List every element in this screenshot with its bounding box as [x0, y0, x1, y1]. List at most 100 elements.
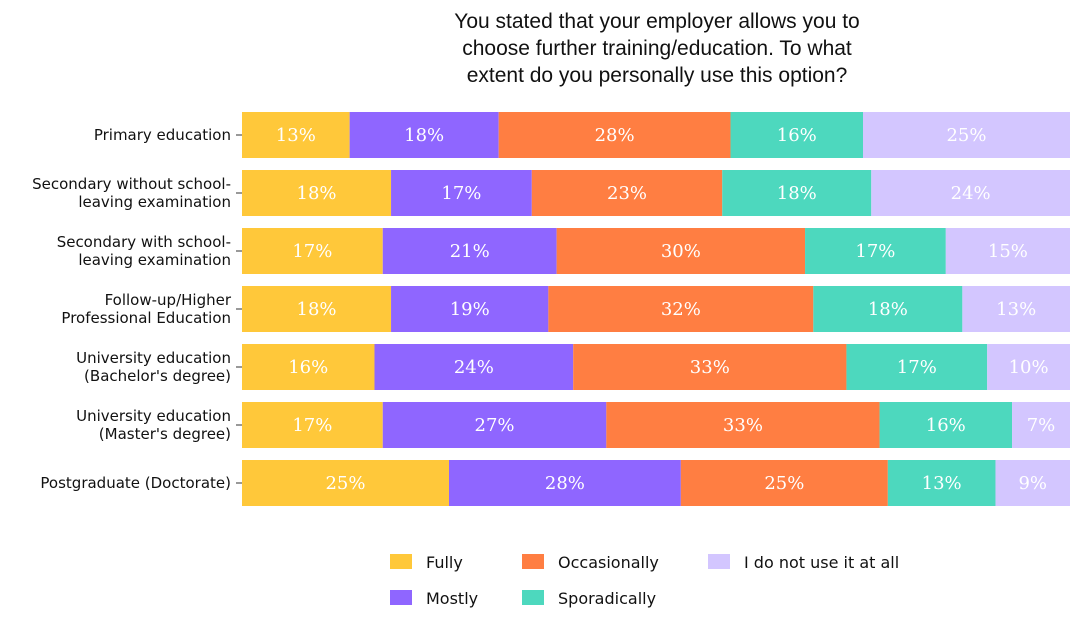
data-label: 28% [595, 125, 635, 146]
bar-segment [863, 112, 1070, 158]
bar-segment [805, 228, 946, 274]
bar-segment [391, 286, 549, 332]
data-label: 18% [777, 183, 817, 204]
chart-title-line: choose further training/education. To wh… [462, 37, 852, 60]
bar-segment [242, 112, 350, 158]
legend-swatch [390, 554, 412, 569]
data-label: 25% [764, 473, 804, 494]
category-label: Primary education [94, 126, 231, 144]
data-label: 9% [1018, 473, 1047, 494]
bar-segment [606, 402, 880, 448]
data-label: 25% [325, 473, 365, 494]
legend-swatch [522, 554, 544, 569]
data-label: 25% [946, 125, 986, 146]
legend-label: I do not use it at all [744, 553, 899, 572]
data-label: 24% [951, 183, 991, 204]
legend-label: Mostly [426, 589, 478, 608]
data-label: 16% [288, 357, 328, 378]
category-label: Secondary with school- [57, 233, 231, 251]
data-label: 30% [661, 241, 701, 262]
bar-segment [846, 344, 988, 390]
bar-segment [242, 170, 392, 216]
category-label: Follow-up/Higher [105, 291, 232, 309]
data-label: 10% [1009, 357, 1049, 378]
legend-label: Occasionally [558, 553, 659, 572]
data-label: 17% [292, 415, 332, 436]
data-label: 28% [545, 473, 585, 494]
data-label: 17% [292, 241, 332, 262]
bar-segment [374, 344, 574, 390]
data-label: 17% [855, 241, 895, 262]
bar-segment [995, 460, 1070, 506]
bar-segment [887, 460, 996, 506]
category-label: Secondary without school- [32, 175, 231, 193]
data-label: 23% [607, 183, 647, 204]
data-label: 16% [777, 125, 817, 146]
legend-swatch [522, 590, 544, 605]
legend-swatch [390, 590, 412, 605]
bar-segment [391, 170, 532, 216]
bar-segment [962, 286, 1070, 332]
bar-segment [349, 112, 499, 158]
bar-segment [242, 402, 383, 448]
category-label: Professional Education [61, 309, 231, 327]
data-label: 24% [454, 357, 494, 378]
data-label: 16% [926, 415, 966, 436]
bar-segment [242, 228, 383, 274]
bar-segment [382, 402, 607, 448]
data-label: 27% [475, 415, 515, 436]
data-label: 7% [1027, 415, 1056, 436]
bar-segment [730, 112, 863, 158]
bar-segment [1012, 402, 1070, 448]
category-label: (Master's degree) [99, 425, 231, 443]
bar-segment [531, 170, 723, 216]
category-label: leaving examination [78, 251, 231, 269]
data-label: 18% [297, 183, 337, 204]
bar-segment [871, 170, 1070, 216]
data-label: 18% [868, 299, 908, 320]
bar-segment [449, 460, 681, 506]
legend-swatch [708, 554, 730, 569]
legend-label: Sporadically [558, 589, 656, 608]
data-label: 18% [297, 299, 337, 320]
bar-segment [242, 286, 392, 332]
legend: Fully Mostly Occasionally Sporadically I do … [390, 553, 899, 608]
bars: 13% 18% 28% 16% 25% 18% 17% 23% 18% 24% 17% 21% 30% 1… [242, 112, 1070, 506]
category-label: Postgraduate (Doctorate) [40, 474, 231, 492]
bar-segment [242, 344, 375, 390]
category-label: University education [76, 407, 231, 425]
data-label: 13% [922, 473, 962, 494]
data-label: 33% [690, 357, 730, 378]
data-label: 17% [441, 183, 481, 204]
data-label: 33% [723, 415, 763, 436]
category-label: University education [76, 349, 231, 367]
bar-segment [722, 170, 872, 216]
bar-segment [680, 460, 888, 506]
data-label: 17% [897, 357, 937, 378]
data-label: 13% [996, 299, 1036, 320]
category-label: leaving examination [78, 193, 231, 211]
bar-segment [945, 228, 1070, 274]
category-label: (Bachelor's degree) [84, 367, 231, 385]
legend-label: Fully [426, 553, 463, 572]
data-label: 21% [450, 241, 490, 262]
bar-segment [242, 460, 449, 506]
bar-segment [813, 286, 963, 332]
category-labels: Primary education Secondary without schoo… [32, 126, 242, 492]
data-label: 19% [450, 299, 490, 320]
bar-segment [548, 286, 814, 332]
bar-segment [879, 402, 1013, 448]
bar-segment [987, 344, 1070, 390]
chart-title-line: You stated that your employer allows you… [454, 10, 859, 33]
data-label: 18% [404, 125, 444, 146]
chart-title-line: extent do you personally use this option… [467, 64, 848, 87]
chart-title: You stated that your employer allows you… [454, 10, 859, 87]
bar-segment [382, 228, 557, 274]
data-label: 32% [661, 299, 701, 320]
data-label: 13% [276, 125, 316, 146]
bar-segment [556, 228, 806, 274]
bar-segment [498, 112, 731, 158]
bar-segment [573, 344, 847, 390]
data-label: 15% [988, 241, 1028, 262]
